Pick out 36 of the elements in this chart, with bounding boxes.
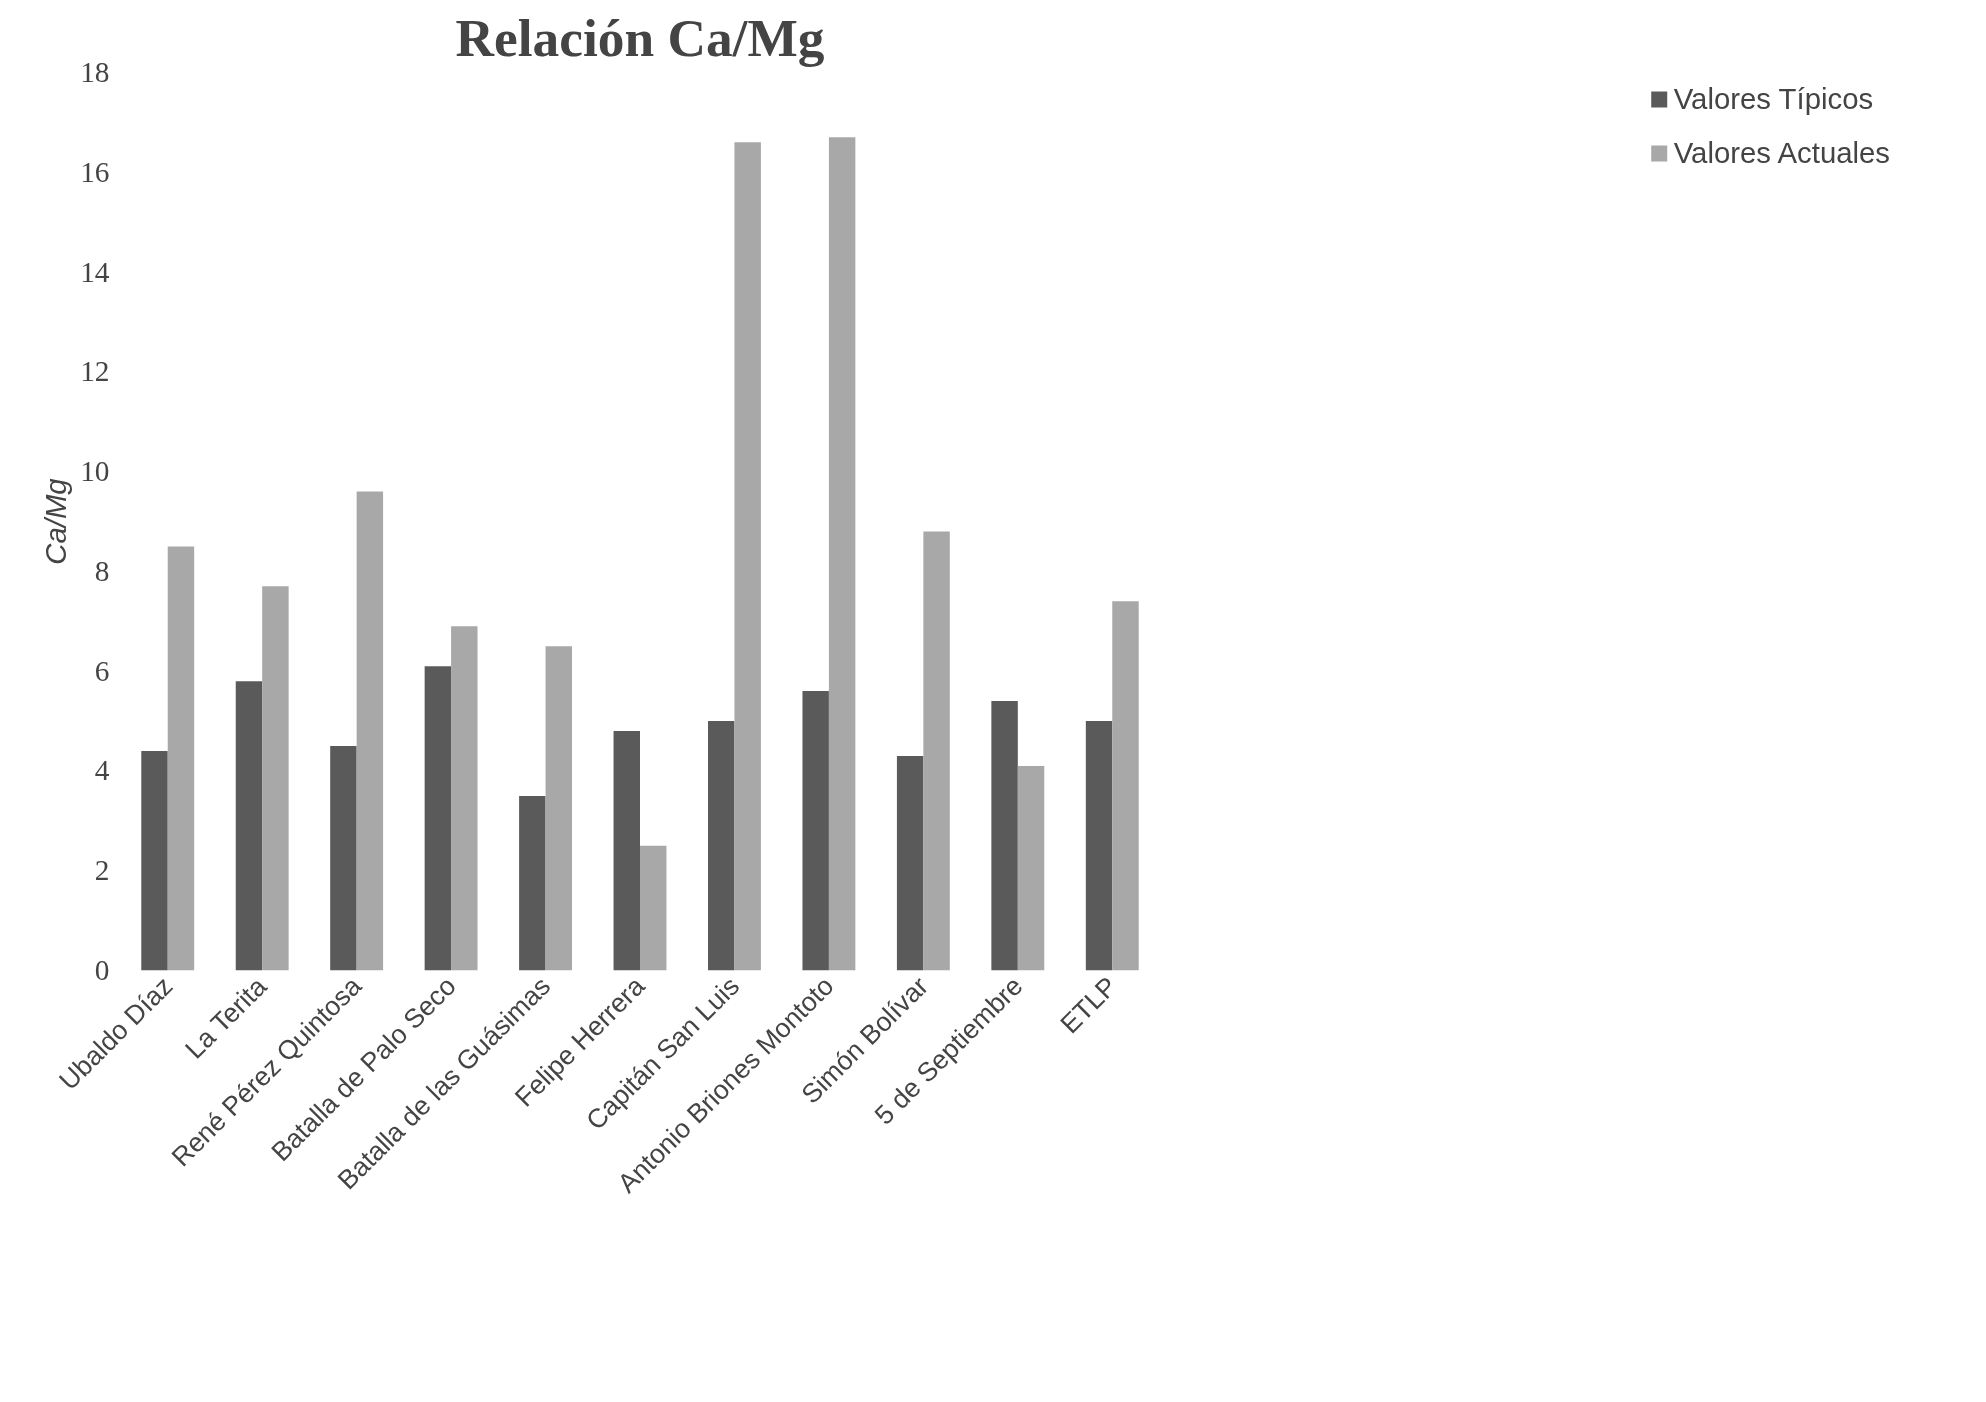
bar — [1017, 765, 1045, 971]
legend-label: Valores Típicos — [1673, 82, 1874, 116]
bar — [356, 491, 384, 971]
bar — [640, 845, 667, 971]
y-tick-label: 2 — [94, 854, 110, 887]
bar — [734, 142, 761, 971]
bar — [235, 681, 263, 971]
bar — [802, 691, 829, 971]
bar — [828, 137, 856, 971]
bar — [613, 731, 640, 971]
y-axis-title: Ca/Mg — [39, 477, 73, 565]
y-tick-label: 16 — [80, 155, 110, 188]
legend-label: Valores Actuales — [1673, 136, 1890, 170]
bar — [141, 750, 168, 971]
bar — [451, 626, 478, 971]
bar — [545, 646, 572, 971]
bar — [991, 701, 1018, 971]
chart-title: Relación Ca/Mg — [455, 7, 825, 68]
y-tick-label: 14 — [80, 255, 110, 288]
y-tick-label: 10 — [80, 455, 110, 488]
bar — [896, 755, 924, 971]
bar — [708, 721, 735, 971]
bar — [519, 795, 546, 971]
bar — [262, 586, 289, 971]
y-tick-label: 18 — [80, 56, 110, 88]
bar — [330, 746, 357, 971]
bar — [1085, 721, 1113, 971]
bar — [923, 531, 950, 971]
y-tick-label: 12 — [80, 355, 110, 388]
bar — [1112, 601, 1139, 971]
y-tick-label: 8 — [94, 554, 110, 587]
bar — [424, 666, 452, 971]
y-tick-label: 6 — [94, 654, 110, 687]
y-tick-label: 4 — [94, 754, 110, 787]
y-tick-label: 0 — [94, 954, 110, 986]
bar — [167, 546, 195, 971]
